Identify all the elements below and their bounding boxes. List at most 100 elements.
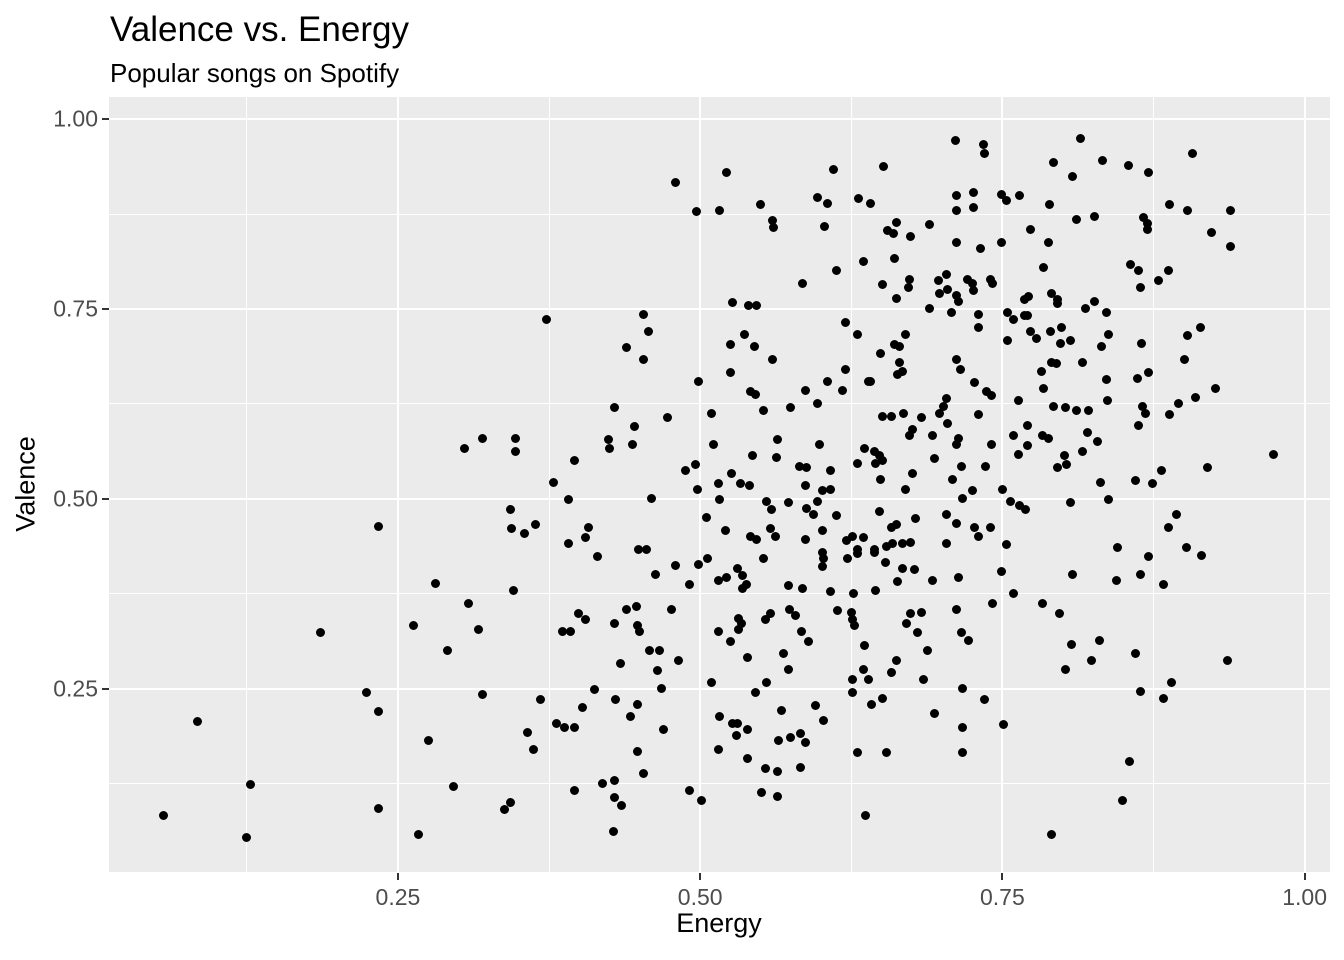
scatter-point <box>951 205 961 215</box>
scatter-point <box>627 440 637 450</box>
scatter-point <box>1048 401 1058 411</box>
x-tick-label: 0.50 <box>677 884 723 910</box>
scatter-point <box>797 627 807 637</box>
scatter-point <box>925 220 935 230</box>
scatter-point <box>957 494 967 504</box>
scatter-point <box>987 439 996 449</box>
plot-panel <box>109 97 1330 872</box>
major-gridline-horizontal <box>109 307 1330 310</box>
scatter-point <box>1126 260 1136 270</box>
scatter-point <box>1144 368 1154 378</box>
scatter-point <box>906 537 915 547</box>
scatter-point <box>590 685 600 695</box>
scatter-point <box>773 435 783 445</box>
scatter-point <box>1023 441 1033 451</box>
scatter-point <box>1180 354 1190 364</box>
scatter-point <box>603 435 613 445</box>
major-gridline-vertical <box>1001 97 1004 872</box>
scatter-point <box>1094 635 1104 645</box>
scatter-point <box>968 203 978 213</box>
scatter-point <box>734 613 744 623</box>
scatter-point <box>1171 509 1181 519</box>
scatter-point <box>957 748 967 758</box>
scatter-point <box>956 628 966 638</box>
scatter-point <box>1053 299 1063 309</box>
scatter-point <box>643 326 653 336</box>
scatter-point <box>847 615 857 625</box>
scatter-point <box>1164 410 1174 420</box>
scatter-point <box>996 567 1006 577</box>
scatter-point <box>735 479 745 489</box>
scatter-point <box>374 804 384 814</box>
scatter-point <box>1052 359 1062 369</box>
scatter-point <box>1047 289 1057 299</box>
scatter-point <box>1089 296 1099 306</box>
scatter-point <box>887 539 897 549</box>
scatter-point <box>374 521 384 531</box>
scatter-point <box>800 480 810 490</box>
scatter-point <box>1191 393 1201 403</box>
scatter-point <box>750 341 760 351</box>
scatter-point <box>647 494 657 504</box>
scatter-point <box>609 793 619 803</box>
scatter-point <box>1077 357 1087 367</box>
major-gridline-vertical <box>699 97 702 872</box>
chart-subtitle: Popular songs on Spotify <box>110 58 400 88</box>
scatter-point <box>1133 373 1143 383</box>
scatter-point <box>1037 431 1047 441</box>
scatter-point <box>609 619 619 629</box>
scatter-point <box>569 723 579 733</box>
scatter-point <box>522 728 532 738</box>
scatter-point <box>883 226 893 236</box>
scatter-point <box>742 653 752 663</box>
scatter-point <box>908 425 918 435</box>
scatter-point <box>1135 687 1145 697</box>
scatter-point <box>933 275 943 285</box>
scatter-point <box>874 507 884 517</box>
scatter-point <box>833 606 843 616</box>
scatter-point <box>951 439 961 449</box>
scatter-point <box>728 298 738 308</box>
scatter-point <box>996 189 1006 199</box>
scatter-point <box>1038 383 1048 393</box>
scatter-point <box>1038 263 1048 273</box>
scatter-point <box>708 440 718 450</box>
scatter-point <box>560 723 570 733</box>
scatter-point <box>866 377 876 387</box>
scatter-point <box>840 318 850 328</box>
scatter-point <box>728 718 738 728</box>
scatter-point <box>632 699 642 709</box>
scatter-point <box>800 385 810 395</box>
scatter-point <box>858 533 868 543</box>
scatter-point <box>1076 133 1086 143</box>
scatter-point <box>745 480 755 490</box>
scatter-point <box>1055 338 1065 348</box>
scatter-point <box>1020 505 1030 515</box>
scatter-point <box>449 781 459 791</box>
scatter-point <box>566 627 576 637</box>
scatter-point <box>733 564 743 574</box>
scatter-point <box>765 609 775 619</box>
scatter-point <box>942 539 952 549</box>
scatter-point <box>822 376 832 386</box>
scatter-point <box>800 737 810 747</box>
scatter-point <box>316 628 326 638</box>
scatter-point <box>715 711 724 721</box>
scatter-point <box>1071 406 1081 416</box>
scatter-point <box>1081 303 1091 313</box>
scatter-point <box>1182 331 1192 341</box>
scatter-point <box>886 667 896 677</box>
scatter-point <box>706 678 716 688</box>
scatter-point <box>1134 265 1144 275</box>
scatter-point <box>954 573 964 583</box>
scatter-point <box>791 611 801 621</box>
scatter-point <box>1019 294 1029 304</box>
scatter-point <box>701 513 711 523</box>
scatter-point <box>769 223 779 233</box>
scatter-point <box>869 548 879 558</box>
scatter-point <box>536 695 546 705</box>
scatter-point <box>852 549 862 559</box>
scatter-point <box>956 461 966 471</box>
scatter-point <box>955 365 965 375</box>
scatter-point <box>746 531 756 541</box>
